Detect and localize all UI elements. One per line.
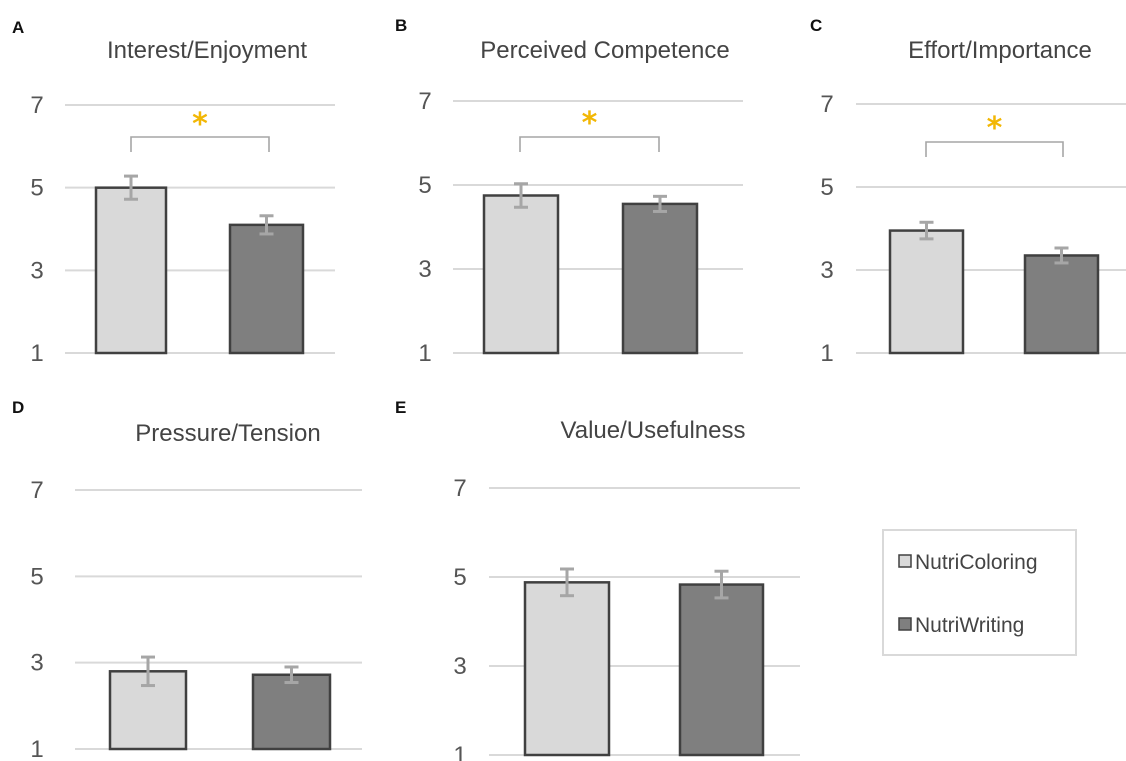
bar-nutriwriting xyxy=(621,202,699,355)
legend-label: NutriWriting xyxy=(915,614,1024,637)
significance-bracket xyxy=(519,136,660,152)
error-bar xyxy=(560,567,574,598)
error-bar xyxy=(714,569,729,600)
error-bar xyxy=(919,220,934,241)
y-tick-label: 1 xyxy=(418,340,431,367)
y-tick-label: 7 xyxy=(453,475,466,502)
error-bar xyxy=(1054,246,1069,265)
error-bar xyxy=(514,182,528,209)
chart-title: Perceived Competence xyxy=(480,37,729,64)
chart-panel-a: A Interest/Enjoyment 1 3 5 7 * xyxy=(12,18,335,367)
chart-title: Value/Usefulness xyxy=(561,417,746,444)
bar-nutricoloring xyxy=(888,229,965,355)
bar-nutriwriting xyxy=(678,583,765,757)
bar-nutricoloring xyxy=(482,194,560,355)
significance-star: * xyxy=(192,107,208,142)
error-bar xyxy=(259,214,274,236)
legend-frame xyxy=(882,529,1077,656)
legend-swatch xyxy=(898,617,912,631)
error-bar xyxy=(284,665,299,685)
y-tick-label: 5 xyxy=(820,174,833,201)
y-tick-label: 3 xyxy=(30,650,43,677)
y-tick-label: 7 xyxy=(30,92,43,119)
error-bar xyxy=(124,174,138,201)
y-tick-label: 5 xyxy=(453,564,466,591)
bar-nutriwriting xyxy=(1023,254,1100,355)
y-tick-label: 5 xyxy=(30,175,43,202)
panel-letter: E xyxy=(395,398,406,417)
panel-letter: D xyxy=(12,398,24,417)
chart-panel-e: E Value/Usefulness 1 3 5 7 xyxy=(395,398,800,761)
y-tick-label: 3 xyxy=(820,257,833,284)
error-bar xyxy=(653,194,667,213)
bar-nutriwriting xyxy=(251,673,332,751)
legend-label: NutriColoring xyxy=(915,551,1038,574)
chart-title: Effort/Importance xyxy=(908,37,1092,64)
y-tick-label: 1 xyxy=(30,340,43,367)
y-tick-label: 7 xyxy=(30,477,43,504)
chart-panel-b: B Perceived Competence 1 3 5 7 * xyxy=(395,16,743,367)
y-tick-label: 1 xyxy=(30,736,43,761)
y-tick-label: 1 xyxy=(820,340,833,367)
y-tick-label: 5 xyxy=(418,172,431,199)
error-bar xyxy=(141,655,155,688)
legend-swatch xyxy=(898,554,912,568)
panel-letter: C xyxy=(810,16,822,35)
significance-star: * xyxy=(582,106,598,141)
bar-nutriwriting xyxy=(228,223,305,355)
y-tick-label: 7 xyxy=(418,88,431,115)
y-tick-label: 3 xyxy=(418,256,431,283)
panel-letter: B xyxy=(395,16,407,35)
legend: NutriColoring NutriWriting xyxy=(882,529,1077,656)
y-tick-label: 7 xyxy=(820,91,833,118)
chart-title: Pressure/Tension xyxy=(135,420,320,447)
significance-bracket xyxy=(130,136,270,152)
y-tick-label: 3 xyxy=(30,257,43,284)
chart-title: Interest/Enjoyment xyxy=(107,37,307,64)
bar-nutricoloring xyxy=(523,581,611,757)
panel-letter: A xyxy=(12,18,24,37)
bar-nutricoloring xyxy=(94,186,168,355)
chart-panel-c: C Effort/Importance 1 3 5 7 * xyxy=(810,16,1126,367)
chart-panel-d: D Pressure/Tension 1 3 5 7 xyxy=(12,398,362,761)
y-tick-label: 3 xyxy=(453,653,466,680)
significance-star: * xyxy=(987,111,1003,146)
y-tick-label: 5 xyxy=(30,563,43,590)
significance-bracket xyxy=(925,141,1064,157)
y-tick-label: 1 xyxy=(453,742,466,761)
